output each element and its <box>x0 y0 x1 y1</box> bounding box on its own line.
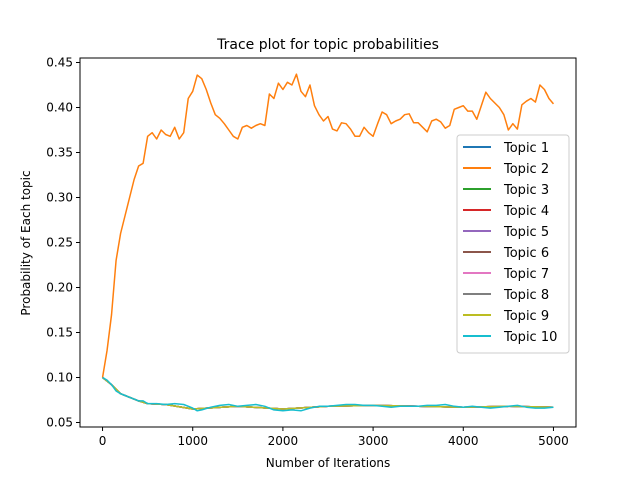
legend-label: Topic 6 <box>503 246 549 261</box>
legend: Topic 1 Topic 2 Topic 3 Topic 4 Topic 5 Topic… <box>456 134 570 354</box>
legend-label: Topic 1 <box>503 141 549 156</box>
legend-label: Topic 3 <box>503 183 549 198</box>
legend-label: Topic 4 <box>503 204 549 219</box>
x-tick-label: 4000 <box>448 434 479 448</box>
legend-label: Topic 7 <box>503 267 549 282</box>
y-tick-label: 0.45 <box>46 56 73 70</box>
x-tick-label: 3000 <box>358 434 389 448</box>
y-tick-label: 0.40 <box>46 101 73 115</box>
series-line-10 <box>102 376 554 412</box>
x-axis-label: Number of Iterations <box>266 456 391 470</box>
plot-lines <box>101 73 555 412</box>
y-tick-label: 0.05 <box>46 416 73 430</box>
y-tick-label: 0.20 <box>46 281 73 295</box>
x-tick-label: 0 <box>99 434 107 448</box>
legend-label: Topic 8 <box>503 288 549 303</box>
chart-title: Trace plot for topic probabilities <box>216 37 439 53</box>
legend-label: Topic 10 <box>503 330 557 345</box>
y-axis: 0.05 0.10 0.15 0.20 0.25 0.30 0.35 0.40 0.45 <box>46 56 80 430</box>
legend-label: Topic 2 <box>503 162 549 177</box>
y-tick-label: 0.35 <box>46 146 73 160</box>
legend-label: Topic 5 <box>503 225 549 240</box>
x-tick-label: 1000 <box>177 434 208 448</box>
x-tick-label: 2000 <box>268 434 299 448</box>
y-axis-label: Probability of Each topic <box>19 170 33 315</box>
legend-label: Topic 9 <box>503 309 549 324</box>
y-tick-label: 0.30 <box>46 191 73 205</box>
series-line-2 <box>101 73 555 378</box>
x-tick-label: 5000 <box>538 434 569 448</box>
x-axis: 0 1000 2000 3000 4000 5000 <box>99 427 569 448</box>
y-tick-label: 0.15 <box>46 326 73 340</box>
y-tick-label: 0.25 <box>46 236 73 250</box>
y-tick-label: 0.10 <box>46 371 73 385</box>
